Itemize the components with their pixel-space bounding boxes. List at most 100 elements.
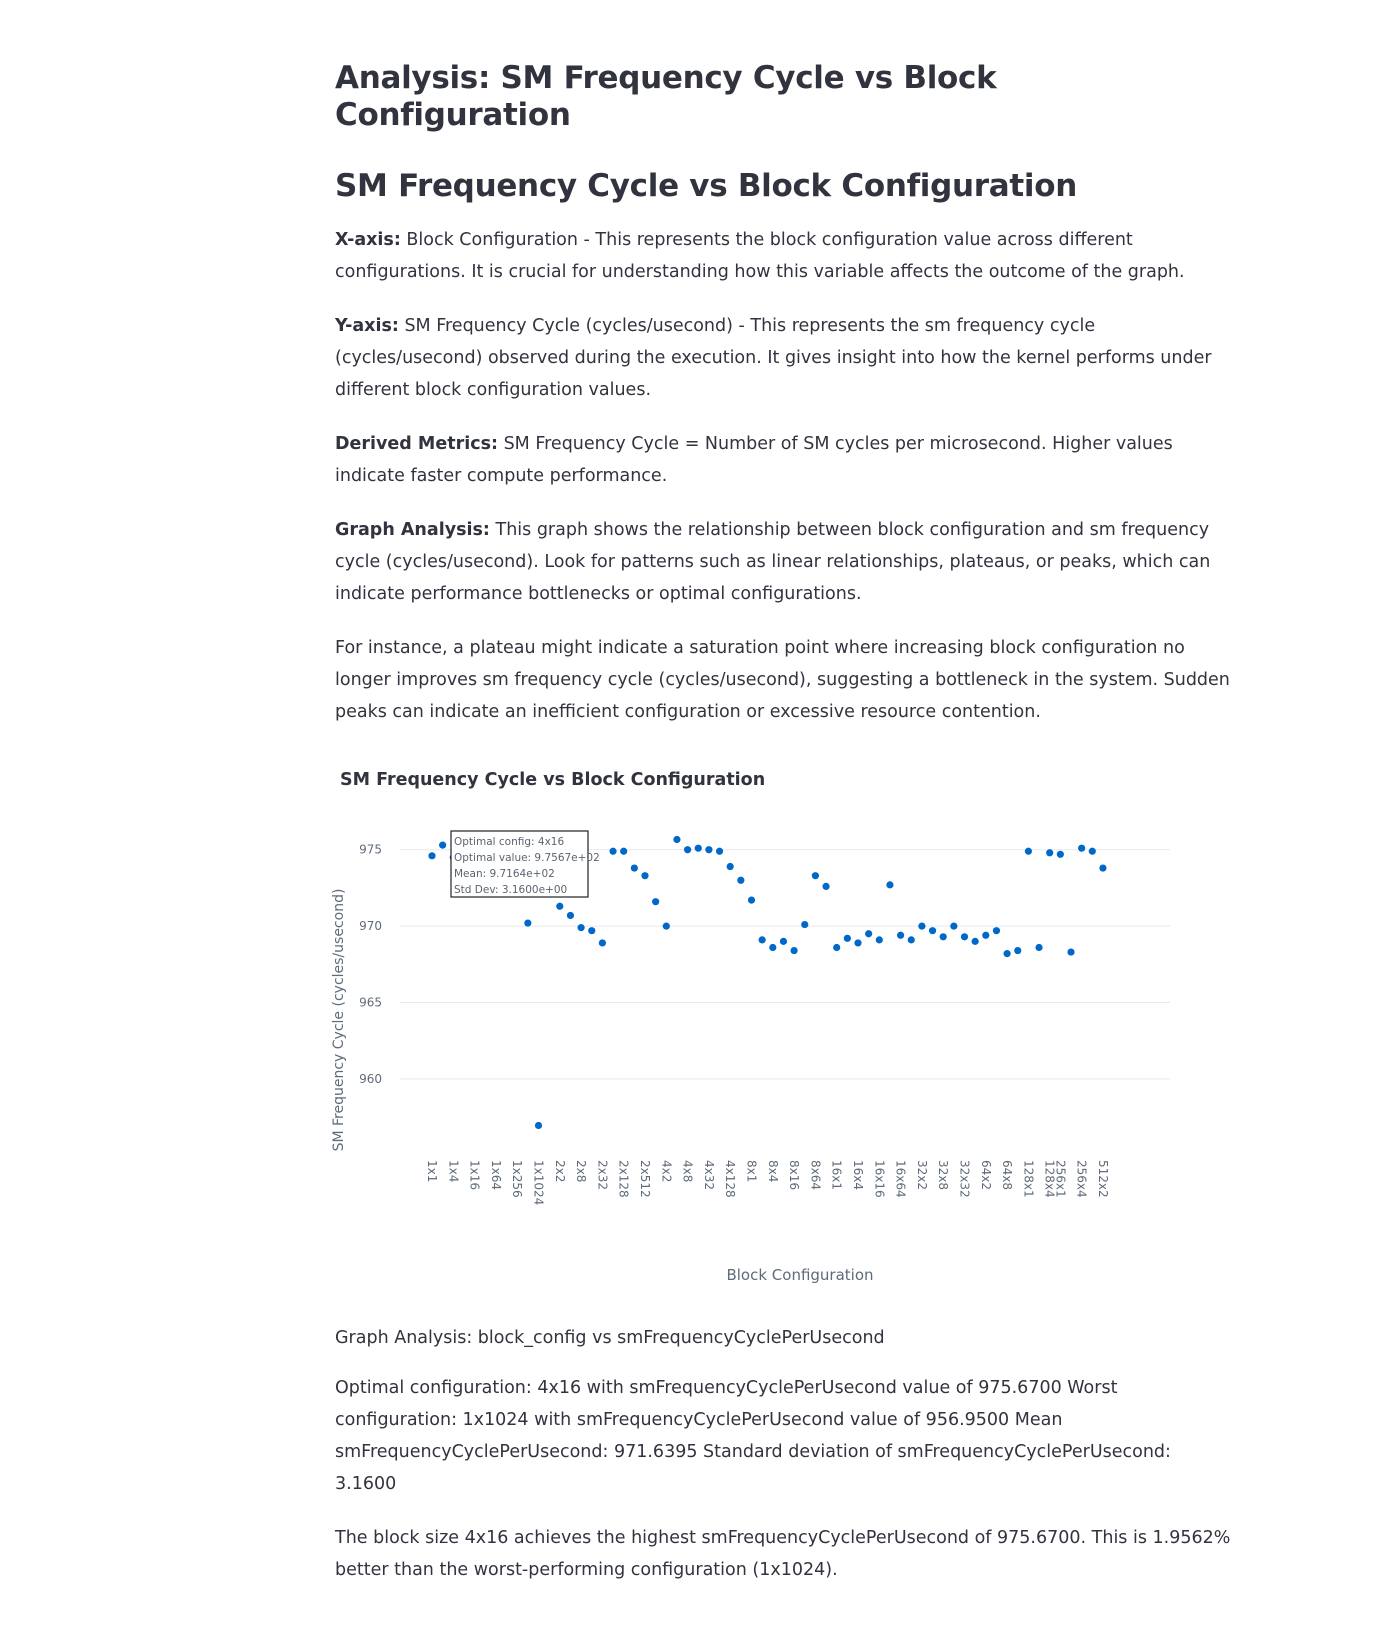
data-point[interactable] — [715, 847, 724, 855]
graph-analysis-text: This graph shows the relationship betwee… — [335, 519, 1211, 604]
section-title: SM Frequency Cycle vs Block Configuratio… — [335, 168, 1077, 205]
x-tick-label: 32x32 — [958, 1160, 972, 1198]
hover-tooltip: Optimal config: 4x16 Optimal value: 9.75… — [450, 830, 600, 898]
x-tick-label: 256x1 — [1053, 1160, 1067, 1198]
data-point[interactable] — [630, 864, 638, 872]
data-point[interactable] — [439, 841, 447, 849]
chart-title: SM Frequency Cycle vs Block Configuratio… — [340, 770, 766, 790]
data-point[interactable] — [684, 846, 692, 854]
summary-stats: Optimal configuration: 4x16 with smFrequ… — [335, 1378, 1171, 1494]
data-point[interactable] — [854, 939, 862, 947]
data-point[interactable] — [779, 937, 788, 945]
x-tick-label: 4x32 — [702, 1160, 716, 1190]
y-tick-labels: 960 965 970 975 — [359, 843, 382, 1086]
data-point[interactable] — [875, 936, 883, 944]
data-point[interactable] — [737, 876, 745, 884]
data-point[interactable] — [790, 946, 798, 955]
data-point[interactable] — [673, 835, 681, 844]
data-point[interactable] — [620, 847, 628, 855]
x-axis-title: Block Configuration — [726, 1266, 873, 1284]
hover-line-config: Optimal config: 4x16 — [454, 836, 564, 848]
x-tick-label: 16x4 — [851, 1160, 865, 1190]
plateau-description: For instance, a plateau might indicate a… — [335, 637, 1230, 722]
data-point[interactable] — [747, 896, 756, 904]
x-tick-label: 2x128 — [617, 1160, 631, 1198]
hover-line-stddev: Std Dev: 3.1600e+00 — [454, 884, 567, 896]
data-point[interactable] — [928, 927, 937, 935]
chart-container: SM Frequency Cycle vs Block Configuratio… — [330, 770, 1240, 1290]
data-point[interactable] — [428, 852, 436, 860]
hover-tooltip-box — [450, 830, 589, 898]
data-point[interactable] — [822, 882, 830, 890]
data-point[interactable] — [694, 844, 702, 852]
y-axis-title: SM Frequency Cycle (cycles/usecond) — [331, 889, 347, 1152]
data-point[interactable] — [801, 920, 809, 929]
data-point[interactable] — [705, 846, 713, 854]
data-point[interactable] — [1024, 847, 1032, 855]
x-tick-label: 32x8 — [936, 1160, 950, 1190]
data-point[interactable] — [1056, 850, 1064, 858]
data-point[interactable] — [1035, 943, 1043, 952]
data-point[interactable] — [843, 934, 851, 942]
data-point[interactable] — [1046, 849, 1054, 857]
derived-metrics-text: SM Frequency Cycle = Number of SM cycles… — [335, 433, 1173, 486]
data-point[interactable] — [907, 936, 915, 944]
data-point[interactable] — [758, 936, 766, 944]
data-point[interactable] — [992, 927, 1001, 935]
graph-analysis-description: Graph Analysis: This graph shows the rel… — [335, 514, 1235, 610]
data-point[interactable] — [524, 919, 532, 927]
data-point[interactable] — [609, 847, 617, 855]
y-axis-text: SM Frequency Cycle (cycles/usecond) - Th… — [335, 315, 1212, 400]
scatter-chart[interactable]: 960 965 970 975 1x1 1x4 1x16 1x64 1x256 1x1024 2x… — [330, 770, 1240, 1290]
data-point[interactable] — [566, 911, 575, 920]
x-tick-label: 32x2 — [915, 1160, 929, 1190]
data-point[interactable] — [598, 939, 606, 947]
data-point[interactable] — [971, 937, 979, 945]
data-point[interactable] — [534, 1121, 543, 1130]
data-point[interactable] — [918, 922, 926, 930]
data-point[interactable] — [886, 881, 894, 889]
y-tick-label: 965 — [359, 996, 382, 1010]
data-point[interactable] — [939, 933, 947, 941]
data-point[interactable] — [1067, 948, 1075, 956]
data-point[interactable] — [960, 933, 969, 941]
data-point[interactable] — [1014, 946, 1022, 955]
data-point[interactable] — [833, 943, 841, 952]
x-tick-label: 1x4 — [446, 1160, 460, 1182]
x-tick-label: 4x2 — [659, 1160, 673, 1182]
summary-heading: Graph Analysis: block_config vs smFreque… — [335, 1328, 885, 1348]
x-axis-label: X-axis: — [335, 229, 401, 250]
data-point[interactable] — [588, 927, 596, 935]
data-point[interactable] — [726, 862, 734, 871]
x-tick-label: 64x8 — [1000, 1160, 1014, 1190]
x-axis-description: X-axis: Block Configuration - This repre… — [335, 224, 1235, 288]
data-point[interactable] — [641, 872, 649, 880]
y-tick-label: 960 — [359, 1072, 382, 1086]
x-tick-label: 16x16 — [872, 1160, 886, 1198]
data-point[interactable] — [652, 898, 660, 906]
x-tick-label: 16x64 — [894, 1160, 908, 1198]
x-tick-labels: 1x1 1x4 1x16 1x64 1x256 1x1024 2x2 2x8 2x32 2x128… — [425, 1160, 1110, 1205]
hover-line-mean: Mean: 9.7164e+02 — [454, 868, 555, 880]
derived-metrics-label: Derived Metrics: — [335, 433, 498, 454]
data-point[interactable] — [897, 931, 905, 939]
data-point[interactable] — [662, 922, 670, 930]
data-point[interactable] — [1088, 847, 1096, 855]
data-point[interactable] — [1078, 844, 1086, 852]
x-tick-label: 16x1 — [830, 1160, 844, 1190]
data-point[interactable] — [577, 924, 585, 932]
data-point[interactable] — [556, 902, 564, 910]
data-point[interactable] — [950, 922, 958, 930]
x-tick-label: 1x1024 — [532, 1160, 546, 1205]
data-point[interactable] — [1099, 864, 1107, 872]
y-axis-label: Y-axis: — [335, 315, 399, 336]
data-point[interactable] — [982, 931, 990, 939]
analysis-content: Analysis: SM Frequency Cycle vs Block Co… — [335, 60, 1235, 750]
data-point[interactable] — [865, 930, 873, 938]
derived-metrics-description: Derived Metrics: SM Frequency Cycle = Nu… — [335, 428, 1235, 492]
data-point[interactable] — [769, 943, 777, 952]
x-tick-label: 2x32 — [595, 1160, 609, 1190]
data-point[interactable] — [1003, 950, 1011, 958]
data-point[interactable] — [811, 872, 819, 880]
y-tick-label: 970 — [359, 919, 382, 933]
